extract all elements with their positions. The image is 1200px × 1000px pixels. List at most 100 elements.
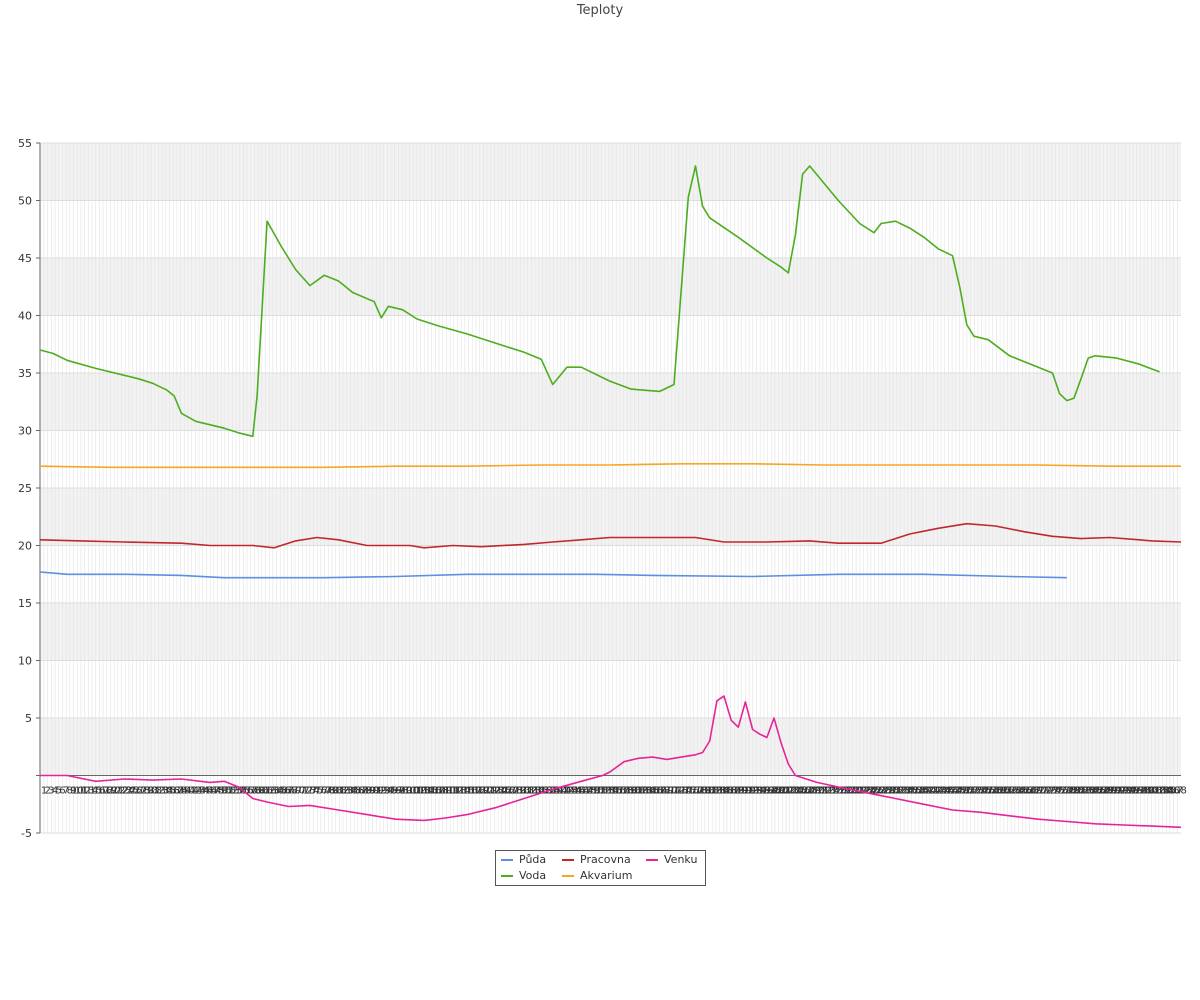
x-tick-label: 245: [935, 786, 954, 797]
x-tick-label: 259: [987, 786, 1006, 797]
x-tick-label: 153: [596, 786, 615, 797]
x-tick-label: 17: [97, 786, 110, 797]
x-tick-label: 45: [200, 786, 213, 797]
x-tick-label: 93: [377, 786, 390, 797]
x-tick-label: 71: [296, 786, 309, 797]
x-tick-label: 301: [1142, 786, 1161, 797]
x-tick-label: 38: [174, 786, 187, 797]
x-tick-label: 69: [289, 786, 302, 797]
x-tick-label: 128: [503, 786, 522, 797]
x-tick-label: 115: [455, 786, 474, 797]
x-tick-label: 255: [972, 786, 991, 797]
x-tick-label: 51: [222, 786, 235, 797]
x-tick-label: 262: [998, 786, 1017, 797]
x-tick-label: 125: [492, 786, 511, 797]
x-tick-label: 197: [758, 786, 777, 797]
x-tick-label: 134: [525, 786, 544, 797]
x-tick-label: 191: [736, 786, 755, 797]
x-tick-label: 36: [167, 786, 180, 797]
y-tick-label: 20: [18, 540, 32, 553]
x-tick-label: 117: [463, 786, 482, 797]
x-tick-label: 160: [621, 786, 640, 797]
background-band: [40, 718, 1181, 776]
x-tick-label: 224: [858, 786, 877, 797]
x-tick-label: 112: [444, 786, 463, 797]
x-tick-label: 43: [193, 786, 206, 797]
legend-item-venku: Venku: [646, 853, 697, 867]
x-tick-label: 254: [968, 786, 987, 797]
x-tick-label: 78: [322, 786, 335, 797]
x-tick-label: 243: [928, 786, 947, 797]
x-tick-label: 257: [979, 786, 998, 797]
x-tick-label: 234: [895, 786, 914, 797]
x-tick-label: 194: [747, 786, 766, 797]
background-band: [40, 143, 1181, 201]
y-tick-label: 55: [18, 137, 32, 150]
x-tick-label: 101: [404, 786, 423, 797]
x-tick-label: 278: [1057, 786, 1076, 797]
x-tick-label: 4: [52, 786, 58, 797]
x-tick-label: 65: [274, 786, 287, 797]
x-tick-label: 288: [1094, 786, 1113, 797]
x-tick-label: 75: [311, 786, 324, 797]
x-tick-label: 300: [1138, 786, 1157, 797]
x-tick-label: 167: [647, 786, 666, 797]
x-tick-label: 207: [795, 786, 814, 797]
x-tick-label: 231: [884, 786, 903, 797]
series-lines: [39, 165, 1182, 829]
x-tick-label: 271: [1031, 786, 1050, 797]
x-tick-label: 189: [728, 786, 747, 797]
x-tick-label: 151: [588, 786, 607, 797]
x-tick-label: 242: [924, 786, 943, 797]
x-tick-label: 154: [599, 786, 618, 797]
x-tick-label: 120: [474, 786, 493, 797]
x-tick-label: 15: [89, 786, 102, 797]
x-tick-label: 96: [388, 786, 401, 797]
x-tick-label: 44: [196, 786, 209, 797]
x-tick-label: 56: [241, 786, 254, 797]
x-tick-label: 110: [437, 786, 456, 797]
x-tick-label: 188: [725, 786, 744, 797]
x-tick-label: 236: [902, 786, 921, 797]
x-tick-label: 211: [810, 786, 829, 797]
x-tick-label: 73: [303, 786, 316, 797]
x-tick-label: 256: [976, 786, 995, 797]
x-tick-label: 196: [754, 786, 773, 797]
x-tick-label: 206: [791, 786, 810, 797]
x-tick-label: 30: [145, 786, 158, 797]
x-tick-label: 289: [1098, 786, 1117, 797]
x-tick-label: 281: [1068, 786, 1087, 797]
x-tick-label: 37: [171, 786, 184, 797]
x-tick-label: 250: [954, 786, 973, 797]
series-line: [39, 165, 1160, 438]
x-tick-label: 258: [983, 786, 1002, 797]
x-tick-label: 58: [248, 786, 261, 797]
x-tick-label: 233: [891, 786, 910, 797]
x-tick-label: 98: [396, 786, 409, 797]
x-tick-label: 213: [817, 786, 836, 797]
x-tick-label: 156: [607, 786, 626, 797]
x-tick-label: 266: [1013, 786, 1032, 797]
x-tick-label: 306: [1160, 786, 1179, 797]
x-tick-label: 210: [806, 786, 825, 797]
x-tick-label: 136: [533, 786, 552, 797]
legend-item-puda: Půda: [501, 853, 546, 867]
x-tick-label: 83: [340, 786, 353, 797]
x-tick-label: 248: [946, 786, 965, 797]
x-tick-label: 111: [441, 786, 460, 797]
x-tick-label: 114: [452, 786, 471, 797]
x-tick-label: 141: [551, 786, 570, 797]
x-tick-label: 118: [466, 786, 485, 797]
legend-swatch-voda: [501, 875, 513, 877]
x-tick-label: 66: [278, 786, 291, 797]
x-tick-label: 80: [329, 786, 342, 797]
x-tick-label: 76: [314, 786, 327, 797]
x-tick-label: 199: [765, 786, 784, 797]
x-tick-label: 177: [684, 786, 703, 797]
x-tick-label: 104: [415, 786, 434, 797]
x-tick-label: 238: [909, 786, 928, 797]
x-tick-label: 282: [1072, 786, 1091, 797]
x-tick-label: 294: [1116, 786, 1135, 797]
x-tick-label: 178: [688, 786, 707, 797]
